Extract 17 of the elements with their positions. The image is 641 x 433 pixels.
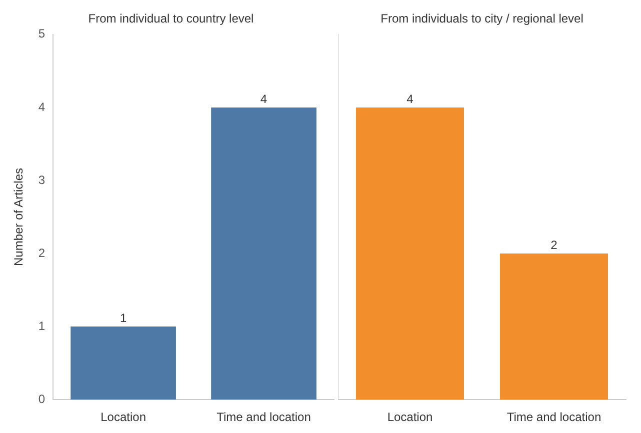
y-axis-title: Number of Articles xyxy=(12,168,26,266)
chart-title: From individual to country level xyxy=(88,12,254,26)
data-label: 4 xyxy=(260,92,268,106)
x-tick-label: Time and location xyxy=(216,410,311,424)
data-label: 2 xyxy=(550,238,558,252)
y-tick-label: 3 xyxy=(38,172,46,187)
y-tick-label: 2 xyxy=(38,246,46,260)
y-tick-label: 5 xyxy=(38,26,46,41)
y-tick-label: 1 xyxy=(38,318,46,333)
x-tick-label: Location xyxy=(387,410,433,424)
data-label: 1 xyxy=(120,310,127,325)
x-tick-label: Location xyxy=(100,410,146,424)
y-tick-label: 0 xyxy=(38,392,46,406)
y-tick-label: 4 xyxy=(38,100,46,114)
chart-title: From individuals to city / regional level xyxy=(380,12,584,26)
data-label: 4 xyxy=(406,92,414,106)
x-tick-label: Time and location xyxy=(506,410,602,424)
